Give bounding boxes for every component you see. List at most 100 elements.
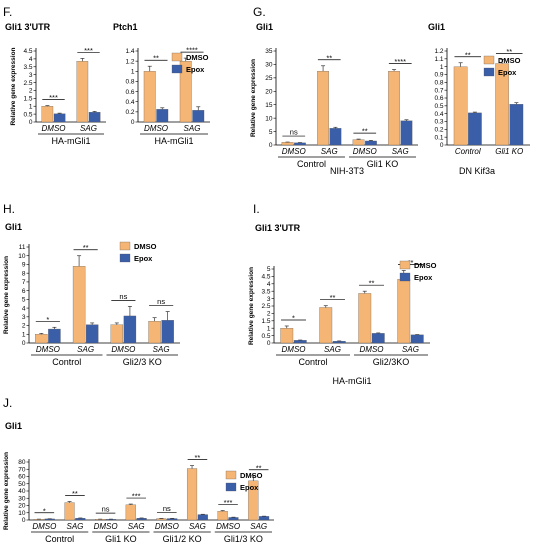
group-label: Gli1 KO — [105, 534, 137, 544]
y-tick-label: 20 — [18, 503, 26, 510]
category-label: DMSO — [111, 345, 135, 354]
category-label: Gli1 KO — [495, 147, 523, 156]
y-tick-label: 25 — [265, 75, 273, 82]
significance-label: ** — [83, 243, 89, 252]
bar-epox — [161, 320, 174, 344]
y-tick-label: 1 — [267, 325, 271, 332]
bar-dmso — [319, 307, 333, 344]
y-tick-label: 6 — [22, 288, 26, 295]
category-label: SAG — [189, 522, 206, 531]
group-label: Gli1/3 KO — [224, 534, 263, 544]
y-tick-label: 0.3 — [434, 119, 443, 126]
significance-label: **** — [186, 46, 198, 55]
category-label: DMSO — [144, 124, 168, 133]
bar-epox — [156, 109, 169, 123]
category-label: SAG — [392, 147, 409, 156]
bar-dmso — [352, 139, 365, 146]
y-tick-label: 1 — [440, 64, 444, 71]
category-label: DMSO — [36, 345, 60, 354]
y-tick-label: 0.6 — [434, 95, 443, 102]
y-tick-label: 1 — [131, 68, 135, 75]
panel-label: J. — [3, 396, 12, 410]
significance-label: *** — [84, 46, 93, 55]
bar-epox — [88, 112, 101, 123]
y-tick-label: 20 — [265, 88, 273, 95]
legend-label: Epox — [134, 254, 153, 263]
legend-label: DMSO — [186, 53, 209, 62]
y-tick-label: 2 — [22, 323, 26, 330]
y-tick-label: 3.5 — [23, 64, 32, 71]
significance-label: ** — [408, 258, 414, 267]
panel-footer: HA-mGli1 — [332, 376, 371, 386]
legend-swatch-epox — [119, 253, 131, 263]
bar-dmso — [388, 70, 400, 146]
y-tick-label: 0.5 — [261, 333, 270, 340]
category-label: SAG — [153, 345, 170, 354]
panel-label: G. — [253, 5, 266, 19]
category-label: DMSO — [282, 147, 306, 156]
category-label: SAG — [402, 345, 419, 354]
y-tick-label: 0 — [267, 340, 271, 347]
bar-epox — [332, 341, 346, 344]
panel-g2: Gli1 00.10.20.30.40.50.60.70.80.911.11.2 *… — [428, 22, 530, 176]
bar-epox — [197, 514, 208, 521]
panel-title: Gli1 — [5, 222, 22, 232]
bar-dmso — [64, 502, 75, 521]
y-tick-label: 1 — [29, 103, 33, 110]
bar-epox — [123, 315, 137, 344]
bar-dmso — [72, 266, 86, 344]
panel-f1: F. Gli1 3'UTR 00.511.522.533.544.5 Relative… — [3, 5, 106, 146]
significance-label: *** — [132, 492, 141, 501]
y-tick-label: 0.4 — [125, 99, 134, 106]
legend-label: Epox — [186, 65, 205, 74]
legend-label: DMSO — [134, 242, 157, 251]
group-label: Gli2/3 KO — [123, 357, 162, 367]
category-label: DMSO — [32, 522, 56, 531]
group-label: Control — [45, 534, 74, 544]
panel-title: Gli1 — [256, 22, 273, 32]
category-label: DMSO — [94, 522, 118, 531]
y-axis-label: Relative gene expression — [10, 47, 17, 125]
y-tick-label: 0 — [22, 517, 26, 524]
panel-title: Gli1 — [428, 22, 445, 32]
legend-swatch-dmso — [483, 55, 495, 65]
category-label: DMSO — [42, 124, 66, 133]
legend-swatch-dmso — [119, 241, 131, 251]
y-tick-label: 0.5 — [23, 111, 32, 118]
category-label: SAG — [324, 345, 341, 354]
significance-label: ns — [119, 292, 127, 301]
significance-label: ** — [362, 127, 368, 136]
y-tick-label: 0.8 — [125, 79, 134, 86]
y-tick-label: 2.5 — [23, 80, 32, 87]
group-label: Control — [52, 357, 81, 367]
bar-dmso — [281, 142, 294, 146]
y-tick-label: 3.5 — [261, 288, 270, 295]
significance-label: **** — [394, 57, 406, 66]
y-tick-label: 9 — [22, 262, 26, 269]
y-tick-label: 1 — [22, 331, 26, 338]
panel-g1: G. Gli1 0 5 10 15 20 25 30 35 Relative gene expres… — [250, 5, 418, 176]
y-tick-label: 2 — [267, 311, 271, 318]
significance-label: ns — [290, 128, 298, 137]
y-tick-label: 3 — [29, 72, 33, 79]
y-tick-label: 15 — [265, 102, 273, 109]
bar-dmso — [280, 328, 294, 344]
panel-label: I. — [253, 202, 260, 216]
y-tick-label: 3 — [267, 296, 271, 303]
y-tick-label: 1.2 — [434, 48, 443, 55]
legend-label: Epox — [498, 68, 517, 77]
bar-dmso — [76, 61, 89, 123]
significance-label: ** — [465, 50, 471, 59]
y-axis-label: Relative gene expression — [3, 256, 10, 334]
bar-epox — [53, 113, 66, 123]
y-tick-label: 30 — [265, 62, 273, 69]
y-tick-label: 1.5 — [23, 96, 32, 103]
category-label: SAG — [184, 124, 201, 133]
legend-label: Epox — [414, 273, 433, 282]
bar-epox — [371, 333, 385, 344]
significance-label: ns — [157, 297, 165, 306]
y-tick-label: 0.7 — [434, 87, 443, 94]
panel-label: F. — [3, 5, 12, 19]
